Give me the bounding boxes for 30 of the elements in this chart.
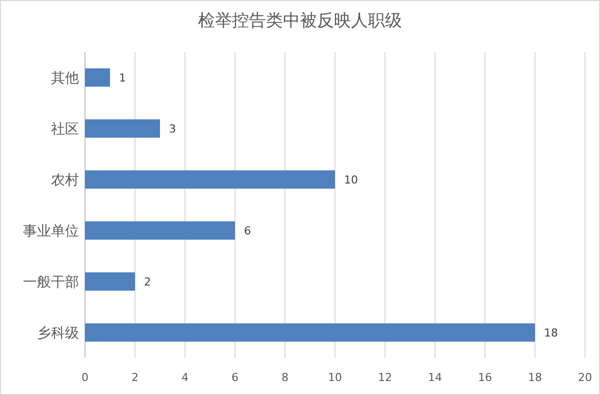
data-label: 2 [144, 276, 151, 288]
x-tick-label: 2 [132, 371, 138, 384]
x-tick-label: 8 [282, 371, 288, 384]
y-tick-label: 农村 [51, 172, 79, 188]
data-label: 1 [119, 72, 126, 84]
y-tick-label: 其他 [51, 70, 79, 86]
x-tick-label: 16 [478, 371, 492, 384]
x-tick-label: 0 [82, 371, 88, 384]
x-tick-label: 12 [378, 371, 392, 384]
y-tick-label: 社区 [51, 122, 79, 138]
x-tick-label: 14 [428, 371, 442, 384]
x-tick-label: 18 [528, 371, 542, 384]
x-tick-label: 20 [578, 371, 592, 384]
x-tick-label: 6 [232, 371, 238, 384]
x-tick-label: 4 [182, 371, 188, 384]
y-tick-label: 乡科级 [37, 326, 79, 342]
data-label: 10 [344, 174, 358, 186]
y-tick-label: 一般干部 [23, 274, 79, 290]
bar [85, 272, 135, 291]
data-label: 18 [544, 326, 558, 340]
bar [85, 323, 535, 342]
bar [85, 221, 235, 240]
data-label: 6 [244, 224, 251, 238]
bar [85, 119, 160, 138]
y-tick-label: 事业单位 [23, 224, 79, 240]
x-tick-label: 10 [328, 371, 342, 384]
chart-title: 检举控告类中被反映人职级 [198, 11, 402, 31]
bar [85, 170, 335, 189]
bar [85, 68, 110, 87]
data-label: 3 [169, 122, 176, 136]
